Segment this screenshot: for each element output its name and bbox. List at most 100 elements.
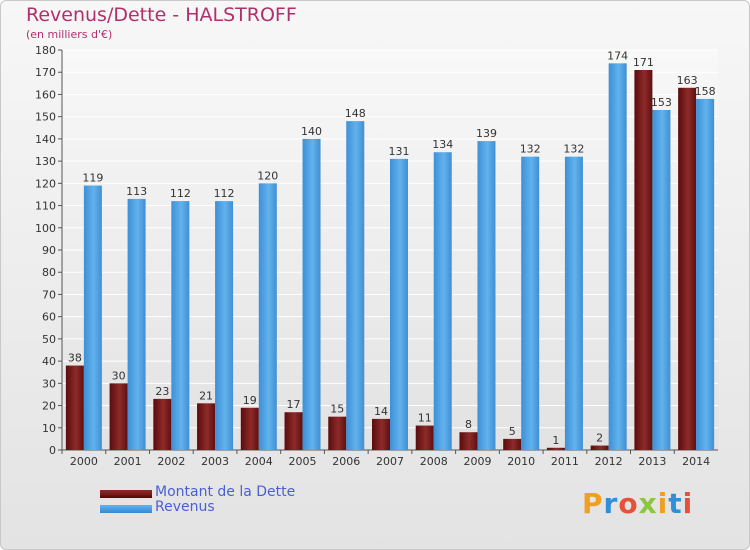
bar-revenus: [302, 138, 321, 450]
chart-subtitle: (en milliers d'€): [26, 28, 113, 41]
value-label-dette: 23: [155, 385, 169, 398]
bar-revenus: [127, 198, 146, 450]
y-tick-label: 120: [35, 177, 56, 190]
y-tick-label: 0: [49, 444, 56, 457]
y-tick-label: 130: [35, 155, 56, 168]
x-tick-label: 2013: [638, 455, 666, 468]
value-label-revenus: 131: [389, 145, 410, 158]
bar-revenus: [564, 156, 583, 450]
bar-dette: [197, 403, 216, 450]
value-label-revenus: 158: [695, 85, 716, 98]
y-tick-label: 160: [35, 88, 56, 101]
bar-dette: [284, 412, 303, 450]
y-tick-label: 170: [35, 66, 56, 79]
bar-dette: [109, 383, 128, 450]
x-tick-label: 2008: [420, 455, 448, 468]
x-tick-label: 2005: [289, 455, 317, 468]
value-label-revenus: 134: [432, 138, 453, 151]
value-label-dette: 38: [68, 352, 82, 365]
y-tick-label: 50: [42, 333, 56, 346]
logo-letter: P: [582, 487, 604, 520]
value-label-dette: 15: [330, 403, 344, 416]
bar-revenus: [477, 141, 496, 450]
logo-letter: i: [682, 487, 694, 520]
value-label-dette: 8: [465, 418, 472, 431]
value-label-revenus: 132: [520, 143, 541, 156]
bar-revenus: [696, 98, 715, 450]
bar-dette: [459, 432, 478, 450]
x-tick-label: 2001: [114, 455, 142, 468]
bar-dette: [372, 418, 390, 450]
value-label-dette: 19: [243, 394, 257, 407]
bar-revenus: [433, 152, 452, 450]
value-label-dette: 17: [287, 398, 301, 411]
x-tick-label: 2012: [595, 455, 623, 468]
bar-dette: [503, 438, 522, 450]
logo-letter: r: [603, 487, 619, 520]
bar-dette: [546, 447, 565, 450]
x-tick-label: 2010: [507, 455, 535, 468]
value-label-dette: 1: [552, 434, 559, 447]
x-tick-label: 2006: [332, 455, 360, 468]
bar-revenus: [346, 121, 365, 450]
logo-letter: x: [638, 487, 658, 520]
proxiti-logo: Proxiti: [582, 487, 693, 520]
value-label-revenus: 120: [257, 169, 278, 182]
y-tick-label: 70: [42, 288, 56, 301]
x-tick-label: 2009: [463, 455, 491, 468]
value-label-dette: 30: [112, 369, 126, 382]
value-label-dette: 2: [596, 432, 603, 445]
x-tick-label: 2004: [245, 455, 273, 468]
y-tick-label: 10: [42, 422, 56, 435]
y-tick-label: 110: [35, 200, 56, 213]
legend-swatch-dette: [100, 490, 152, 498]
value-label-dette: 11: [418, 412, 432, 425]
bar-dette: [240, 407, 259, 450]
value-label-revenus: 153: [651, 96, 672, 109]
logo-letter: o: [618, 487, 639, 520]
value-label-revenus: 119: [82, 172, 103, 185]
x-tick-label: 2003: [201, 455, 229, 468]
value-label-dette: 5: [509, 425, 516, 438]
y-tick-label: 80: [42, 266, 56, 279]
legend-label-dette: Montant de la Dette: [155, 484, 296, 500]
value-label-revenus: 148: [345, 107, 366, 120]
bar-dette: [634, 70, 653, 450]
y-tick-label: 20: [42, 400, 56, 413]
bar-dette: [153, 398, 172, 450]
bar-dette: [65, 365, 84, 450]
bar-dette: [328, 416, 347, 450]
bar-dette: [415, 425, 434, 450]
bar-revenus: [652, 110, 671, 450]
y-tick-label: 180: [35, 44, 56, 57]
bar-revenus: [608, 63, 627, 450]
bar-dette: [678, 87, 697, 451]
bar-revenus: [258, 183, 277, 451]
bar-revenus: [171, 201, 190, 450]
bar-revenus: [215, 201, 234, 450]
value-label-revenus: 132: [563, 143, 584, 156]
y-tick-label: 100: [35, 222, 56, 235]
value-label-dette: 14: [374, 405, 388, 418]
y-tick-label: 30: [42, 377, 56, 390]
value-label-revenus: 113: [126, 185, 147, 198]
x-tick-label: 2007: [376, 455, 404, 468]
value-label-revenus: 140: [301, 125, 322, 138]
y-tick-label: 140: [35, 133, 56, 146]
x-tick-label: 2002: [157, 455, 185, 468]
value-label-revenus: 139: [476, 127, 497, 140]
bar-dette: [590, 445, 609, 450]
logo-letter: t: [668, 487, 683, 520]
bar-revenus: [521, 156, 540, 450]
value-label-revenus: 112: [170, 187, 191, 200]
value-label-revenus: 112: [214, 187, 235, 200]
x-tick-label: 2000: [70, 455, 98, 468]
legend-swatch-revenus: [100, 505, 152, 513]
y-tick-label: 150: [35, 111, 56, 124]
value-label-revenus: 174: [607, 49, 628, 62]
x-tick-label: 2011: [551, 455, 579, 468]
y-tick-label: 40: [42, 355, 56, 368]
bar-revenus: [390, 158, 408, 450]
chart-title: Revenus/Dette - HALSTROFF: [26, 4, 297, 26]
